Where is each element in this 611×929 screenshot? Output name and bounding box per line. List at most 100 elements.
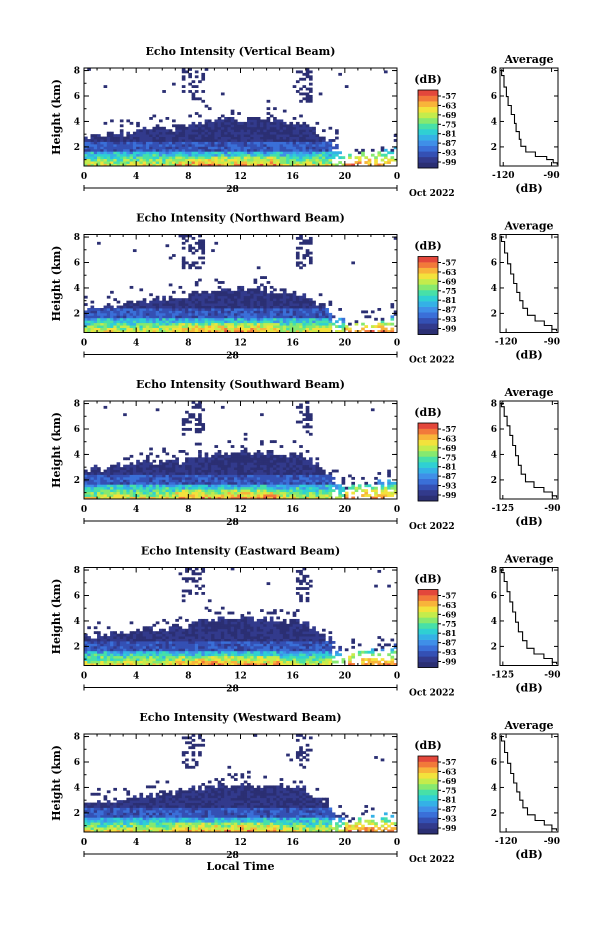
heatmap-cell bbox=[142, 486, 147, 490]
heatmap-cell bbox=[194, 405, 199, 409]
heatmap-cell bbox=[276, 143, 281, 147]
heatmap-cell bbox=[253, 134, 258, 137]
heatmap-cell bbox=[318, 293, 323, 297]
heatmap-cell bbox=[299, 330, 303, 333]
heatmap-cell bbox=[158, 653, 163, 657]
heatmap-cell bbox=[224, 300, 228, 304]
heatmap-cell bbox=[237, 112, 241, 115]
heatmap-cell bbox=[181, 136, 186, 140]
heatmap-cell bbox=[172, 141, 176, 145]
heatmap-cell bbox=[214, 459, 219, 463]
heatmap-cell bbox=[260, 124, 264, 128]
heatmap-cell bbox=[132, 136, 137, 140]
heatmap-cell bbox=[175, 484, 179, 488]
heatmap-cell bbox=[155, 479, 160, 483]
heatmap-cell bbox=[201, 423, 206, 426]
heatmap-cell bbox=[253, 317, 258, 321]
heatmap-cell bbox=[119, 469, 124, 473]
heatmap-cell bbox=[308, 97, 313, 101]
heatmap-cell bbox=[302, 92, 307, 96]
heatmap-cell bbox=[220, 298, 225, 302]
heatmap-cell bbox=[207, 146, 212, 150]
heatmap-cell bbox=[286, 308, 290, 311]
heatmap-cell bbox=[178, 320, 183, 324]
heatmap-cell bbox=[253, 494, 258, 497]
heatmap-cell bbox=[194, 303, 199, 306]
heatmap-cell bbox=[393, 489, 398, 493]
heatmap-cell bbox=[325, 486, 329, 490]
heatmap-cell bbox=[390, 330, 395, 333]
heatmap-cell bbox=[220, 131, 225, 135]
heatmap-cell bbox=[224, 476, 228, 480]
heatmap-cell bbox=[129, 315, 134, 319]
heatmap-cell bbox=[312, 126, 316, 130]
heatmap-cell bbox=[204, 469, 209, 473]
heatmap-cell bbox=[253, 320, 258, 324]
heatmap-cell bbox=[217, 290, 222, 294]
heatmap-cell bbox=[181, 418, 186, 421]
heatmap-cell bbox=[305, 151, 310, 155]
heatmap-cell bbox=[305, 450, 310, 453]
heatmap-cell bbox=[97, 486, 101, 490]
heatmap-cell bbox=[247, 300, 251, 304]
heatmap-cell bbox=[214, 484, 219, 488]
heatmap-cell bbox=[168, 663, 173, 666]
heatmap-cell bbox=[178, 303, 183, 306]
heatmap-cell bbox=[103, 633, 108, 637]
heatmap-cell bbox=[286, 126, 290, 130]
heatmap-cell bbox=[194, 481, 199, 485]
heatmap-cell bbox=[145, 474, 150, 478]
heatmap-cell bbox=[217, 141, 222, 145]
heatmap-cell bbox=[207, 486, 212, 490]
heatmap-cell bbox=[191, 121, 196, 125]
heatmap-cell bbox=[325, 489, 329, 493]
heatmap-cell bbox=[295, 124, 300, 128]
heatmap-cell bbox=[256, 158, 261, 162]
heatmap-cell bbox=[266, 491, 271, 495]
heatmap-cell bbox=[188, 303, 192, 306]
heatmap-cell bbox=[292, 300, 297, 304]
heatmap-cell bbox=[149, 158, 153, 162]
heatmap-cell bbox=[116, 305, 121, 309]
heatmap-cell bbox=[87, 153, 91, 157]
heatmap-cell bbox=[204, 298, 209, 302]
heatmap-cell bbox=[106, 153, 111, 157]
heatmap-cell bbox=[90, 472, 95, 475]
heatmap-cell bbox=[240, 472, 245, 475]
heatmap-cell bbox=[393, 312, 398, 316]
heatmap-cell bbox=[315, 158, 320, 162]
heatmap-cell bbox=[253, 462, 258, 466]
heatmap-cell bbox=[276, 489, 281, 493]
heatmap-cell bbox=[97, 658, 101, 661]
heatmap-cell bbox=[87, 312, 91, 316]
heatmap-cell bbox=[129, 158, 134, 162]
heatmap-cell bbox=[178, 308, 183, 311]
heatmap-cell bbox=[162, 158, 166, 162]
heatmap-cell bbox=[247, 295, 251, 299]
heatmap-cell bbox=[172, 663, 176, 666]
heatmap-cell bbox=[119, 308, 124, 311]
heatmap-cell bbox=[191, 92, 196, 96]
heatmap-cell bbox=[338, 484, 342, 488]
heatmap-cell bbox=[374, 325, 378, 328]
heatmap-cell bbox=[295, 484, 300, 488]
heatmap-cell bbox=[132, 312, 137, 316]
heatmap-cell bbox=[168, 484, 173, 488]
heatmap-cell bbox=[243, 317, 248, 321]
colorbar-frame bbox=[417, 89, 439, 169]
heatmap-cell bbox=[90, 494, 95, 497]
y-tick-label: 8 bbox=[74, 233, 80, 243]
heatmap-cell bbox=[188, 459, 192, 463]
heatmap-cell bbox=[149, 469, 153, 473]
heatmap-cell bbox=[191, 494, 196, 497]
heatmap-cell bbox=[299, 295, 303, 299]
heatmap-cell bbox=[168, 330, 173, 333]
heatmap-cell bbox=[84, 136, 88, 140]
heatmap-cell bbox=[393, 236, 398, 240]
heatmap-cell bbox=[237, 457, 241, 461]
heatmap-cell bbox=[113, 161, 117, 164]
heatmap-cell bbox=[103, 85, 108, 88]
heatmap-cell bbox=[90, 486, 95, 490]
heatmap-cell bbox=[90, 658, 95, 661]
colorbar-segment bbox=[418, 495, 438, 502]
